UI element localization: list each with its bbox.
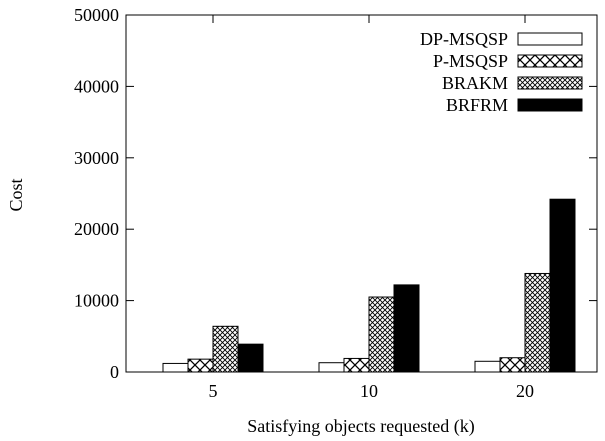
- legend-swatch: [517, 76, 583, 90]
- y-tick-label: 30000: [74, 148, 119, 168]
- legend-label: BRAKM: [442, 73, 508, 93]
- y-tick-label: 50000: [74, 5, 119, 25]
- x-axis-label: Satisfying objects requested (k): [247, 416, 474, 437]
- legend-swatch: [517, 32, 583, 46]
- legend-label: P-MSQSP: [433, 51, 508, 71]
- bar: [549, 198, 576, 373]
- bar: [237, 343, 264, 373]
- bar: [524, 272, 551, 373]
- bar: [499, 357, 526, 373]
- bar: [368, 296, 395, 373]
- y-axis-label: Cost: [6, 178, 26, 211]
- legend-swatch: [517, 54, 583, 68]
- bar: [318, 362, 345, 373]
- bar: [474, 360, 501, 373]
- legend-swatch: [517, 98, 583, 112]
- bar: [343, 357, 370, 373]
- y-tick-label: 20000: [74, 219, 119, 239]
- legend-label: BRFRM: [446, 95, 508, 115]
- bar: [212, 325, 239, 373]
- x-tick-label: 20: [516, 381, 534, 401]
- y-tick-label: 40000: [74, 76, 119, 96]
- bar: [187, 358, 214, 373]
- x-tick-label: 10: [360, 381, 378, 401]
- x-tick-label: 5: [209, 381, 218, 401]
- bar: [393, 284, 420, 373]
- y-tick-label: 10000: [74, 291, 119, 311]
- bar: [162, 362, 189, 373]
- y-tick-label: 0: [110, 362, 119, 382]
- legend-label: DP-MSQSP: [420, 29, 508, 49]
